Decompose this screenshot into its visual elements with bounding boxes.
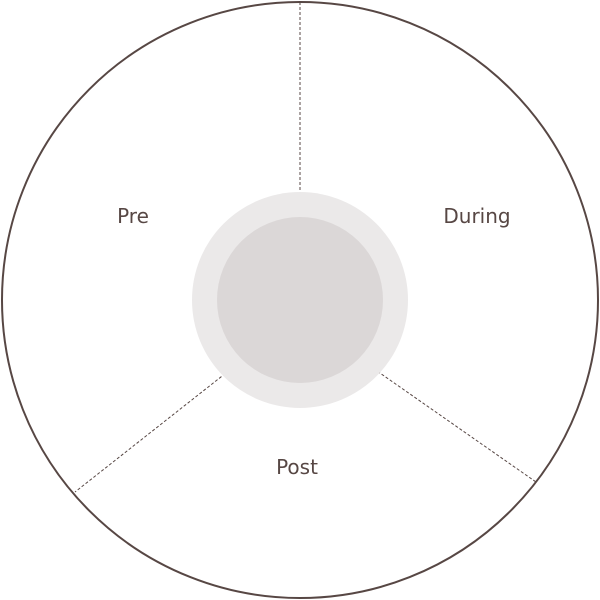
- divider-lower-right: [356, 356, 537, 483]
- segment-label-pre: Pre: [117, 204, 149, 228]
- divider-lower-left: [74, 357, 246, 493]
- hub-inner-circle: [217, 217, 383, 383]
- segment-label-during: During: [443, 204, 510, 228]
- segment-label-post: Post: [276, 455, 318, 479]
